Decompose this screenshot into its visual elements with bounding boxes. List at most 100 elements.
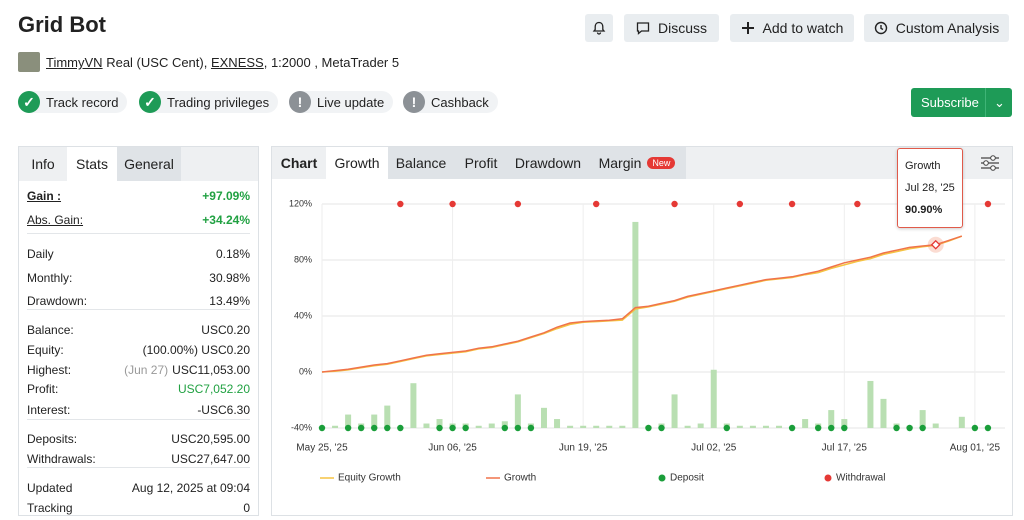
check-icon: ✓	[139, 91, 161, 113]
check-icon: ✓	[18, 91, 40, 113]
daily-bar	[580, 425, 587, 428]
stat-row: Gain : +97.09%	[27, 189, 250, 203]
badge-label: Cashback	[431, 94, 489, 110]
stat-value: USC27,647.00	[171, 452, 250, 466]
daily-bar	[762, 425, 769, 428]
y-tick-label: 120%	[289, 198, 312, 208]
title: Grid Bot	[18, 12, 106, 37]
daily-bar	[606, 425, 613, 428]
legend-label: Growth	[504, 473, 536, 484]
subscribe-label: Subscribe	[921, 95, 979, 110]
event-dot	[893, 424, 900, 432]
separator	[27, 419, 250, 420]
tab[interactable]: General	[117, 147, 181, 181]
analysis-button[interactable]: Custom Analysis	[864, 14, 1009, 42]
broker-link[interactable]: EXNESS	[210, 55, 264, 70]
daily-bar	[841, 419, 848, 428]
stat-row: Withdrawals: USC27,647.00	[27, 452, 250, 466]
stat-row: Deposits: USC20,595.00	[27, 432, 250, 446]
stat-label: Updated	[27, 481, 73, 495]
event-dot	[971, 424, 979, 432]
daily-bar	[919, 410, 926, 428]
stat-value-wrap: USC0.20	[201, 323, 250, 337]
stat-label: Abs. Gain:	[27, 213, 84, 227]
daily-bar	[384, 405, 391, 428]
tab[interactable]: Stats	[67, 147, 117, 181]
tab-label: Margin	[598, 155, 642, 171]
user-link[interactable]: TimmyVN	[46, 55, 103, 70]
x-tick-label: Aug 01, '25	[950, 443, 1001, 454]
stat-value-wrap: (Jun 27) USC11,053.00	[124, 363, 250, 377]
y-tick-label: 0%	[299, 366, 312, 376]
event-dot	[736, 200, 744, 208]
event-dot	[788, 424, 796, 432]
legend-swatch	[658, 474, 666, 482]
daily-bar	[619, 425, 626, 428]
chart-tab[interactable]: Margin New	[588, 147, 686, 179]
stat-label: Equity:	[27, 343, 64, 357]
stat-label: Balance:	[27, 323, 74, 337]
daily-bar	[684, 425, 691, 428]
stat-value-wrap: 30.98%	[209, 271, 250, 285]
chart-tab[interactable]: Profit	[454, 147, 508, 179]
alert-button[interactable]	[585, 14, 613, 42]
settings-icon[interactable]	[979, 153, 1001, 173]
stat-value: USC11,053.00	[172, 363, 250, 377]
stat-value-wrap: USC7,052.20	[178, 382, 250, 396]
event-dot	[984, 200, 992, 208]
button-label: Discuss	[657, 20, 707, 36]
event-dot	[449, 424, 456, 432]
subscribe-button[interactable]: Subscribe ⌄	[911, 88, 1012, 117]
stat-label: Interest:	[27, 403, 71, 417]
daily-bar	[632, 221, 639, 428]
stat-value: 13.49%	[209, 294, 250, 308]
discuss-button[interactable]: Discuss	[624, 14, 719, 42]
event-dot	[658, 424, 665, 432]
plus-icon	[741, 22, 754, 34]
event-dot	[357, 424, 365, 432]
avatar	[18, 52, 40, 72]
stat-value-wrap: -USC6.30	[197, 403, 250, 417]
stat-value-wrap: 0.18%	[216, 247, 250, 261]
separator	[27, 309, 250, 310]
watch-button[interactable]: Add to watch	[730, 14, 854, 42]
tab-bar	[181, 147, 258, 181]
event-dot	[593, 200, 600, 208]
daily-bar	[828, 410, 835, 428]
stat-value: 0.18%	[215, 247, 250, 261]
tab[interactable]: Info	[19, 147, 67, 181]
chart-tab[interactable]: Drawdown	[508, 147, 588, 179]
daily-bar	[932, 423, 939, 428]
dropdown[interactable]: ⌄	[985, 88, 1013, 117]
stat-row: Balance: USC0.20	[27, 323, 250, 337]
daily-bar	[593, 425, 600, 428]
chart-tab[interactable]: Balance	[388, 147, 454, 179]
stat-row: Drawdown: 13.49%	[27, 294, 250, 308]
stat-value-wrap: USC27,647.00	[171, 452, 250, 466]
daily-bar	[697, 423, 704, 428]
stat-value-wrap: +34.24%	[202, 213, 250, 227]
stat-label: Deposits:	[27, 432, 78, 446]
legend-label: Equity Growth	[338, 473, 401, 484]
stat-row: Daily 0.18%	[27, 247, 250, 261]
daily-bar	[475, 425, 482, 428]
stat-value-wrap: 13.49%	[209, 294, 250, 308]
badge-label: Track record	[46, 94, 119, 110]
badge: ! Live update	[289, 91, 394, 113]
daily-bar	[710, 369, 717, 428]
stat-value: 30.98%	[209, 271, 250, 285]
x-tick-label: Jun 19, '25	[559, 443, 608, 454]
tab-label: Growth	[334, 155, 380, 171]
badge: ! Cashback	[403, 91, 498, 113]
event-dot	[814, 424, 822, 432]
event-dot	[371, 424, 378, 432]
warn-icon: !	[289, 91, 311, 113]
stat-label: Monthly:	[27, 271, 73, 285]
chart-tab[interactable]: Growth	[326, 147, 388, 179]
chart-tab[interactable]: Chart	[272, 147, 326, 179]
daily-bar	[736, 425, 743, 428]
event-dot	[514, 200, 522, 208]
stat-row: Equity: (100.00%) USC0.20	[27, 343, 250, 357]
button-label: Add to watch	[762, 20, 844, 36]
bell-icon	[592, 21, 606, 35]
